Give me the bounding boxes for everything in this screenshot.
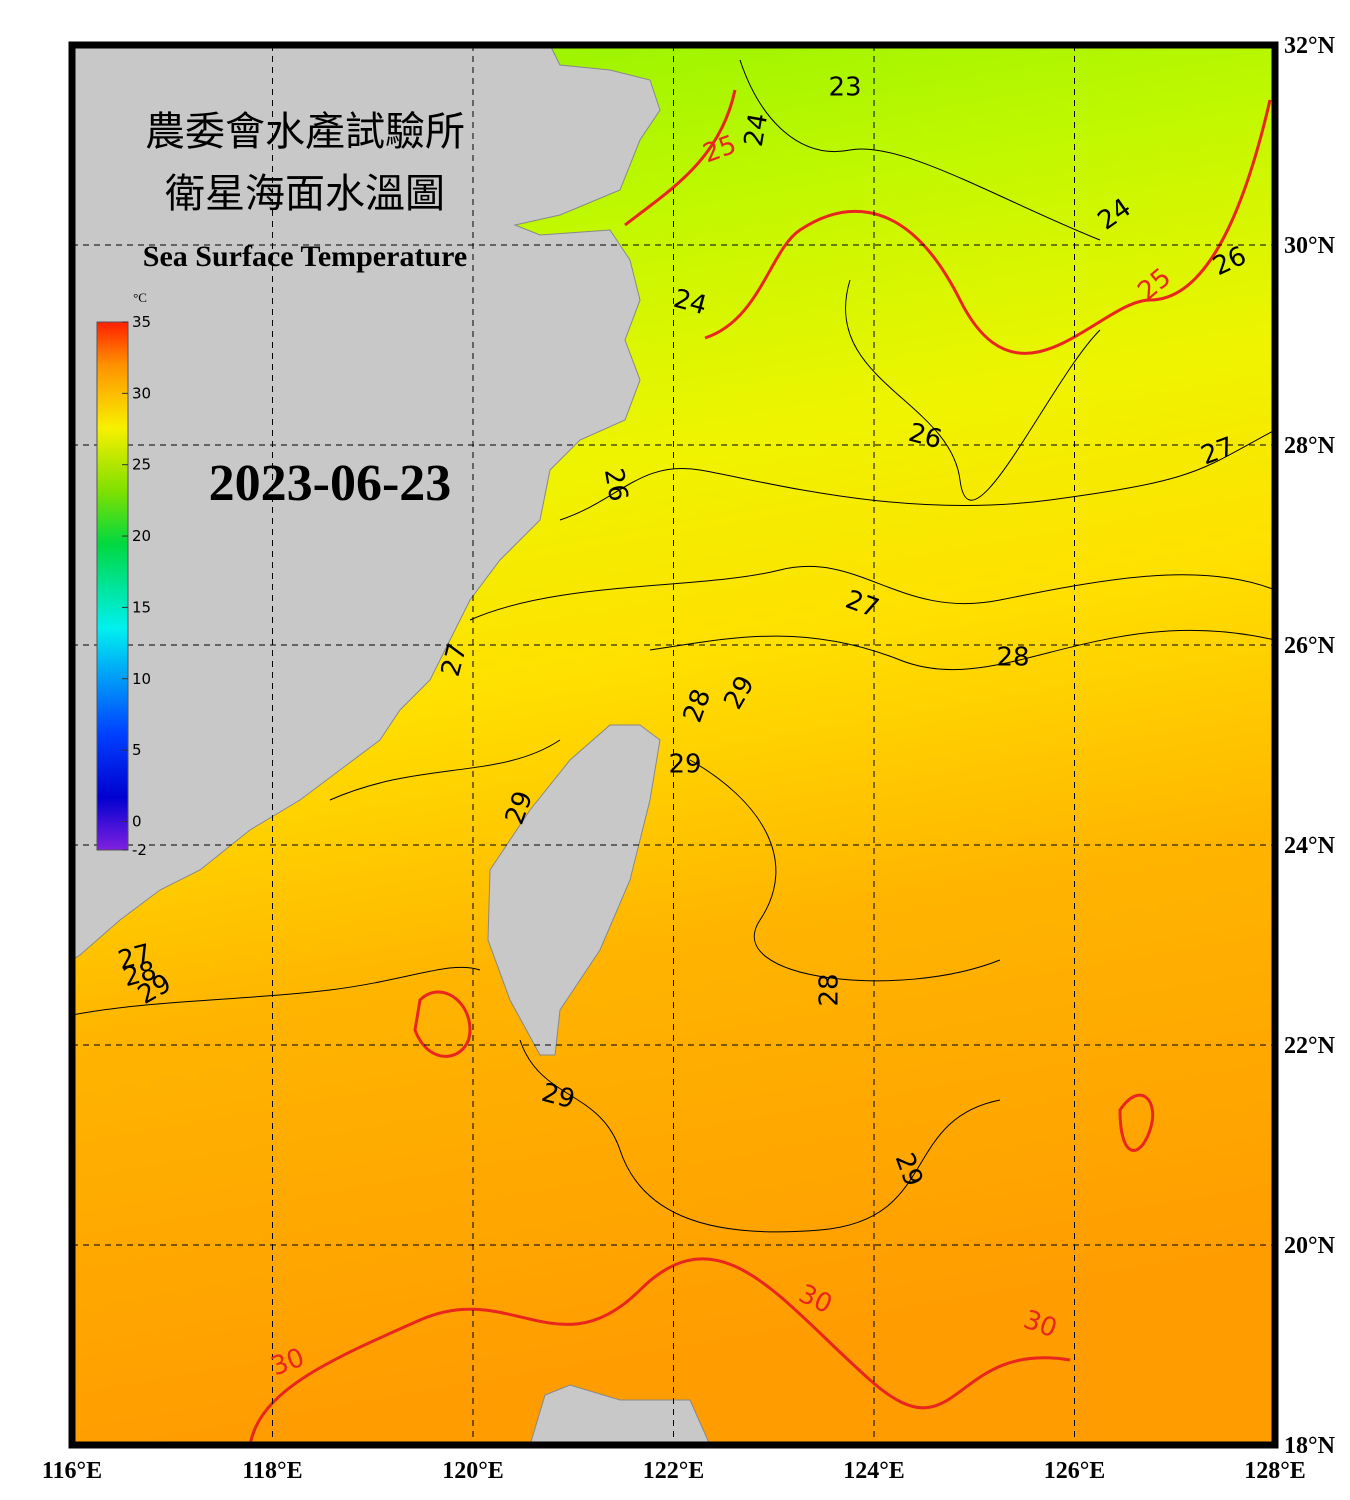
title-en: Sea Surface Temperature [143,240,467,273]
contour-label: 28 [815,973,845,1006]
mainland-china [72,45,661,961]
contour-label: 28 [996,643,1029,673]
lon-label: 116°E [42,1458,102,1484]
lat-label: 22°N [1284,1033,1336,1059]
title-zh: 農委會水產試驗所 [145,109,465,154]
lat-label: 30°N [1284,233,1336,259]
lon-label: 128°E [1244,1458,1306,1484]
colorbar-tick-label: 30 [132,384,151,402]
contour-label: 29 [668,750,701,780]
contour-label: 24 [739,111,774,149]
colorbar-tick-label: 15 [132,598,151,616]
lon-label: 120°E [442,1458,504,1484]
lat-label: 32°N [1284,33,1336,59]
colorbar-tick-label: 10 [132,670,151,688]
colorbar-tick-label: 35 [132,313,151,331]
graticule [72,45,1275,1445]
isotherms-highlight [248,89,1272,1445]
taiwan [487,724,661,1056]
date: 2023-06-23 [209,455,452,512]
colorbar-tick-label: 0 [132,812,142,830]
map-frame [68,41,1279,1449]
colorbar-tick-label: 20 [132,527,151,545]
lon-label: 124°E [843,1458,905,1484]
lat-label: 28°N [1284,433,1336,459]
contour-label: 26 [598,466,633,504]
lon-label: 118°E [242,1458,302,1484]
lon-label: 122°E [643,1458,705,1484]
colorbar-unit: °C [133,290,147,305]
title-zh: 衛星海面水溫圖 [165,171,445,216]
colorbar-tick-label: 25 [132,456,151,474]
lon-label: 126°E [1044,1458,1106,1484]
axes: 116°E 118°E 120°E 122°E 124°E 126°E 128°E 32°N 3… [42,33,1336,1484]
lat-label: 18°N [1284,1433,1336,1459]
contour-label: 23 [828,73,861,103]
luzon [529,1384,711,1445]
lat-label: 20°N [1284,1233,1336,1259]
lat-label: 24°N [1284,833,1336,859]
isotherms [72,59,1275,1233]
colorbar-tick-label: -2 [132,841,147,859]
colorbar-tick-label: 5 [132,741,142,759]
lat-label: 26°N [1284,633,1336,659]
colorbar [96,321,129,851]
